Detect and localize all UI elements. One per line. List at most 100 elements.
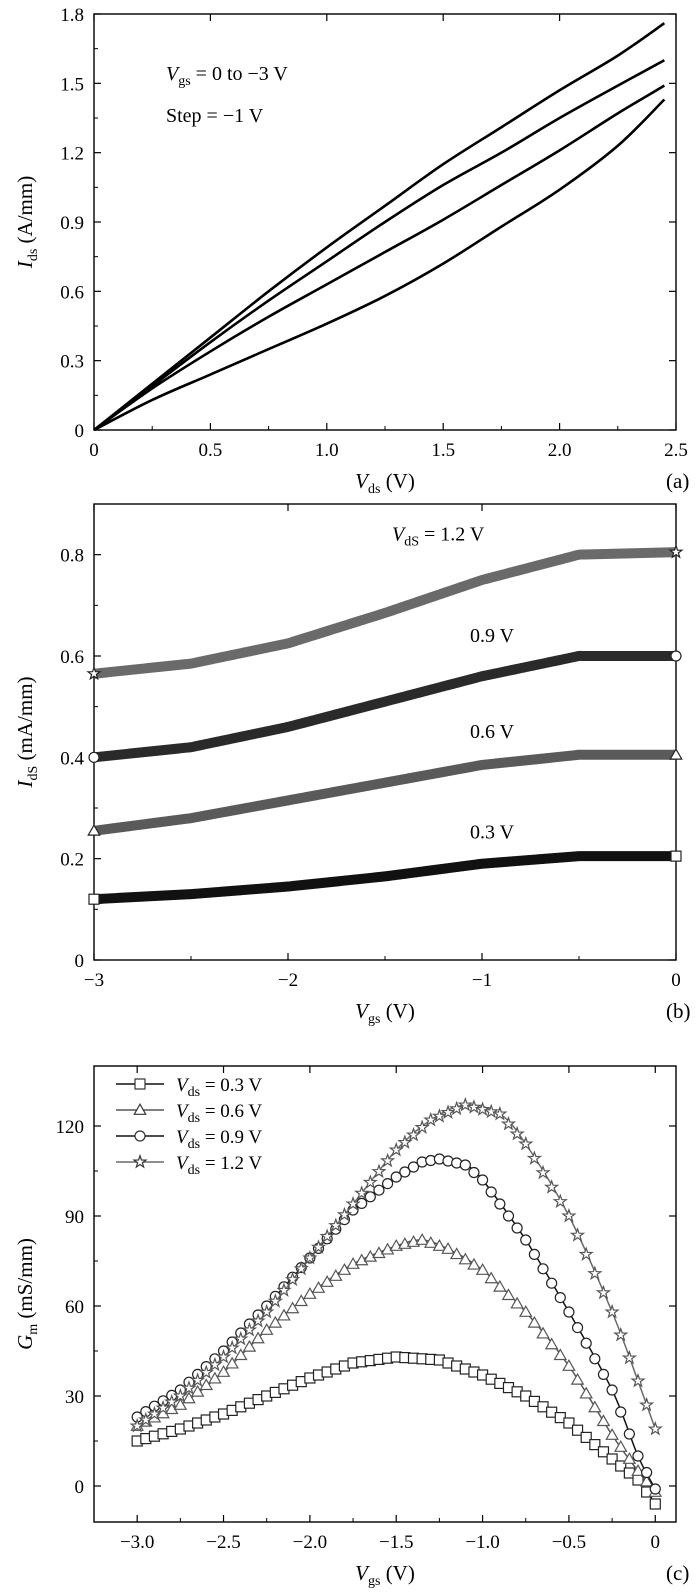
x-tick-label: −0.5 bbox=[552, 1532, 586, 1553]
panel-b: −3 −2 −1 0 0 0.2 0.4 0.6 0.8 Vgs (V) IdS (mA/mm) (b… bbox=[13, 503, 691, 1027]
series-marker-1 bbox=[182, 1391, 196, 1404]
series-marker-1 bbox=[493, 1279, 507, 1292]
y-tick-label: 60 bbox=[65, 1297, 84, 1318]
series-marker-1 bbox=[527, 1315, 542, 1328]
legend-label-1-sub: ds bbox=[188, 1111, 200, 1126]
series-label-0: 0.3 V bbox=[470, 821, 515, 843]
x-tick-label: −3 bbox=[84, 970, 104, 991]
series-marker-2 bbox=[641, 1466, 653, 1479]
y-tick-label: 0.3 bbox=[60, 352, 84, 373]
series-marker-1 bbox=[458, 1252, 473, 1265]
series-marker-3 bbox=[561, 1207, 577, 1223]
series-marker-1 bbox=[596, 1414, 611, 1427]
x-axis-label-main: V bbox=[355, 999, 370, 1023]
series-marker-0 bbox=[580, 1431, 592, 1444]
series-marker-1 bbox=[579, 1386, 593, 1399]
series-marker-2 bbox=[649, 1483, 661, 1495]
series-marker-2 bbox=[520, 1234, 532, 1246]
series-end-marker-2 bbox=[670, 650, 682, 662]
series-marker-1 bbox=[199, 1378, 214, 1391]
series-marker-1 bbox=[631, 1464, 645, 1476]
series-marker-3 bbox=[535, 1164, 551, 1180]
annotation-vgs-rest: = 0 to −3 V bbox=[191, 63, 289, 85]
series-marker-3 bbox=[250, 1312, 266, 1328]
series-marker-1 bbox=[415, 1233, 429, 1245]
series-marker-3 bbox=[474, 1101, 491, 1117]
y-tick-label: 30 bbox=[65, 1387, 84, 1408]
x-tick-label: −2.5 bbox=[206, 1532, 240, 1553]
series-marker-3 bbox=[621, 1349, 638, 1365]
y-tick-label: 0 bbox=[75, 421, 85, 442]
series-marker-3 bbox=[440, 1104, 456, 1120]
y-axis-label-rest: (mA/mm) bbox=[13, 676, 37, 765]
series-end-marker-0 bbox=[670, 850, 682, 862]
series-marker-3 bbox=[379, 1152, 396, 1168]
x-axis-label: Vgs (V) bbox=[355, 999, 415, 1027]
series-marker-2 bbox=[589, 1353, 601, 1365]
annotation-vgs-main: V bbox=[166, 63, 181, 85]
series-marker-3 bbox=[215, 1348, 232, 1364]
series-label-1: 0.6 V bbox=[470, 721, 515, 743]
series-label-3-sub: dS bbox=[404, 534, 419, 549]
y-tick-label: 0 bbox=[75, 1477, 85, 1498]
series-line-1 bbox=[93, 59, 665, 432]
series-marker-1 bbox=[449, 1247, 464, 1260]
y-axis-label-main: G bbox=[13, 1335, 37, 1350]
series-marker-2 bbox=[364, 1191, 376, 1203]
series-marker-1 bbox=[441, 1242, 455, 1254]
y-tick-label: 1.2 bbox=[60, 144, 84, 165]
series-marker-1 bbox=[570, 1372, 585, 1385]
y-tick-label: 1.5 bbox=[60, 74, 84, 95]
series-marker-3 bbox=[276, 1282, 292, 1297]
y-axis-label: IdS (mA/mm) bbox=[13, 676, 41, 788]
series-marker-0 bbox=[563, 1417, 575, 1429]
series-marker-3 bbox=[328, 1217, 344, 1233]
series-marker-2 bbox=[459, 1159, 471, 1171]
series-marker-2 bbox=[468, 1166, 480, 1179]
series-marker-1 bbox=[484, 1271, 498, 1284]
series-marker-1 bbox=[303, 1287, 317, 1299]
series-marker-2 bbox=[597, 1368, 610, 1381]
x-tick-label: 0.5 bbox=[199, 440, 223, 461]
series-marker-3 bbox=[302, 1249, 318, 1265]
series-marker-1 bbox=[311, 1281, 326, 1293]
plot-frame bbox=[93, 1065, 677, 1523]
series-line-0 bbox=[93, 22, 666, 432]
series-marker-2 bbox=[476, 1174, 489, 1186]
x-tick-label: −3.0 bbox=[120, 1532, 154, 1553]
legend-marker-2 bbox=[134, 1130, 146, 1142]
series-marker-3 bbox=[241, 1321, 258, 1337]
series-marker-3 bbox=[466, 1099, 482, 1114]
y-axis-label-rest: (A/mm) bbox=[13, 176, 37, 249]
panel-label: (b) bbox=[666, 999, 691, 1023]
x-tick-label: 2.0 bbox=[548, 440, 572, 461]
series-marker-1 bbox=[354, 1253, 369, 1266]
legend-label-0: Vds = 0.3 V bbox=[176, 1075, 262, 1100]
annotation-vgs-sub: gs bbox=[178, 74, 190, 89]
series-marker-1 bbox=[320, 1275, 334, 1287]
series-marker-3 bbox=[336, 1206, 353, 1222]
series-marker-1 bbox=[553, 1348, 568, 1361]
series-start-marker-2 bbox=[88, 751, 100, 763]
series-end-marker-3 bbox=[668, 544, 684, 559]
y-axis-label-group: Ids (A/mm) bbox=[13, 176, 41, 269]
series-marker-2 bbox=[571, 1321, 584, 1334]
legend-label-3: Vds = 1.2 V bbox=[176, 1153, 262, 1178]
series-marker-3 bbox=[362, 1174, 378, 1189]
series-marker-3 bbox=[146, 1405, 163, 1421]
panel-label: (c) bbox=[666, 1561, 689, 1585]
series-marker-3 bbox=[224, 1339, 240, 1355]
series-marker-3 bbox=[353, 1185, 370, 1200]
series-marker-1 bbox=[639, 1474, 654, 1487]
series-marker-1 bbox=[544, 1337, 559, 1350]
series-marker-1 bbox=[372, 1246, 386, 1259]
series-marker-2 bbox=[373, 1184, 385, 1196]
series-marker-3 bbox=[500, 1115, 517, 1131]
series-marker-1 bbox=[605, 1428, 619, 1440]
x-tick-label: 1.5 bbox=[431, 440, 455, 461]
series-marker-1 bbox=[328, 1269, 343, 1281]
series-marker-0 bbox=[615, 1460, 627, 1472]
x-tick-label: −1.5 bbox=[379, 1532, 413, 1553]
